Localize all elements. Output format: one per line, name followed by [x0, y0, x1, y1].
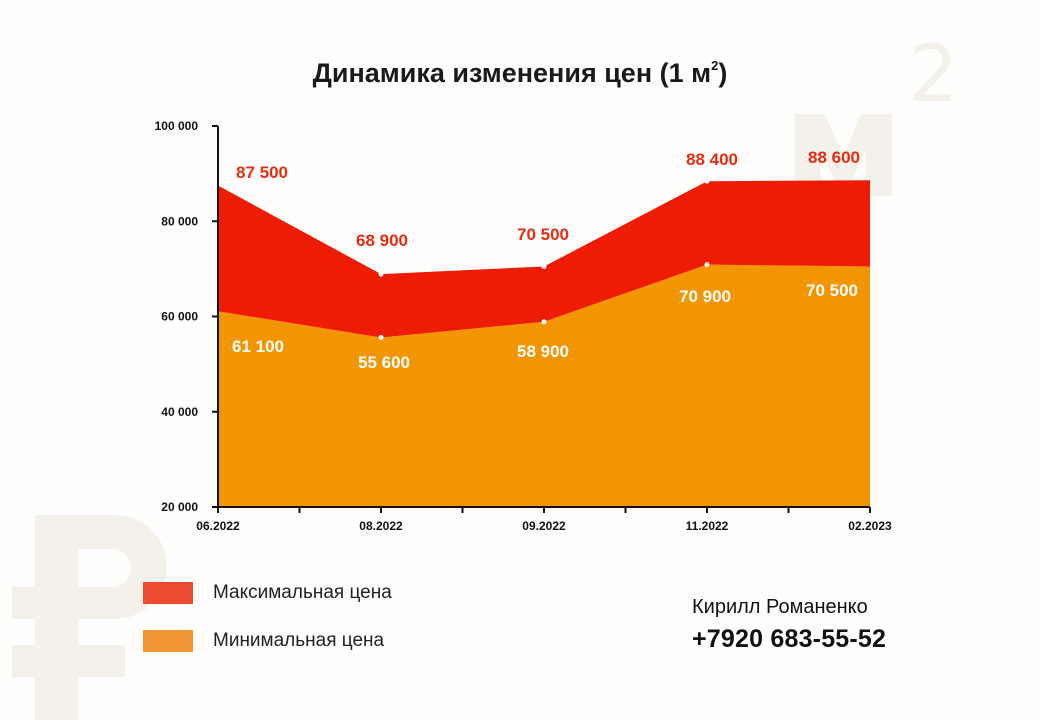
- max-price-label: 88 600: [808, 148, 860, 167]
- legend-label-min: Минимальная цена: [213, 630, 385, 651]
- max-price-label: 68 900: [356, 231, 408, 250]
- contact-block: Кирилл Романенко +7920 683-55-52: [692, 596, 886, 654]
- legend-label-max: Максимальная цена: [213, 582, 392, 603]
- min-price-area: [218, 264, 870, 507]
- y-tick-label: 60 000: [161, 310, 198, 324]
- max-price-point: [378, 271, 384, 277]
- min-price-label: 70 900: [679, 287, 731, 306]
- y-tick-label: 40 000: [161, 405, 198, 419]
- min-price-point: [378, 334, 384, 340]
- x-tick-label: 06.2022: [196, 519, 240, 533]
- x-tick-label: 02.2023: [848, 519, 892, 533]
- x-tick-label: 08.2022: [359, 519, 403, 533]
- max-price-point: [541, 263, 547, 269]
- y-tick-label: 100 000: [155, 119, 199, 133]
- x-tick-label: 11.2022: [686, 519, 729, 533]
- max-price-label: 87 500: [236, 163, 288, 182]
- min-price-point: [704, 262, 710, 268]
- min-price-point: [541, 319, 547, 325]
- x-tick-label: 09.2022: [522, 519, 566, 533]
- min-price-label: 70 500: [806, 281, 858, 300]
- min-price-label: 55 600: [358, 353, 410, 372]
- contact-phone: +7920 683-55-52: [692, 625, 887, 653]
- legend: Максимальная цена Минимальная цена: [143, 578, 392, 674]
- min-price-label: 61 100: [232, 337, 284, 356]
- contact-name: Кирилл Романенко: [692, 596, 868, 618]
- ruble-icon: [12, 515, 167, 720]
- legend-item-max: Максимальная цена: [143, 578, 392, 608]
- y-tick-label: 80 000: [161, 214, 198, 228]
- min-price-label: 58 900: [517, 342, 569, 361]
- max-price-point: [704, 178, 710, 184]
- legend-swatch-min: [143, 630, 193, 652]
- legend-item-min: Минимальная цена: [143, 626, 392, 656]
- legend-swatch-max: [143, 582, 193, 604]
- y-tick-label: 20 000: [161, 500, 198, 514]
- max-price-area: [218, 180, 870, 338]
- max-price-label: 88 400: [686, 150, 738, 169]
- chart-title: Динамика изменения цен (1 м2): [312, 58, 728, 88]
- max-price-label: 70 500: [517, 225, 569, 244]
